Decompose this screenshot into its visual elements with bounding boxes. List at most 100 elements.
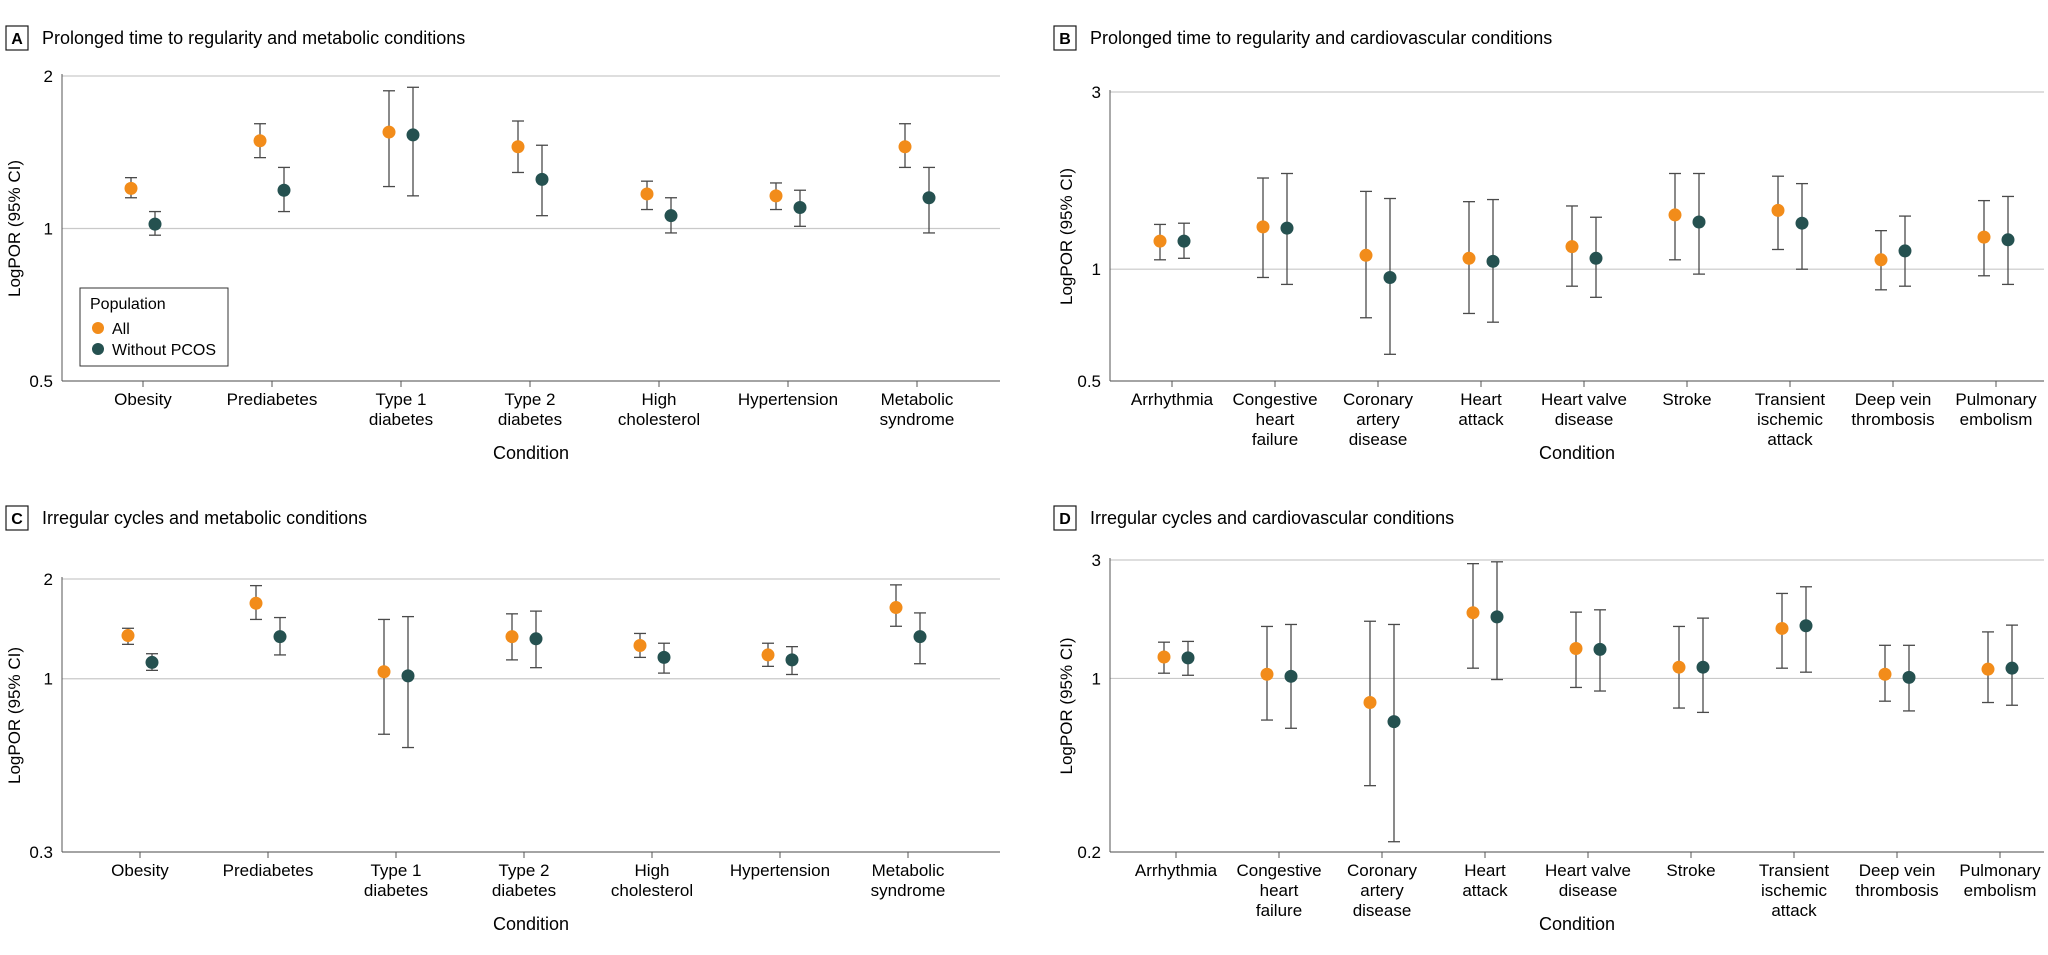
panel-a-all-type-2-diabetes-point: [511, 140, 525, 154]
panel-c-xtick-label-type-1-diabetes-line-1: diabetes: [364, 881, 428, 900]
panel-a-all-hypertension-point: [769, 189, 783, 203]
panel-c-letter: C: [11, 511, 23, 528]
panel-a: A Prolonged time to regularity and metab…: [5, 25, 1000, 463]
panel-b-without-pcos-arrhythmia-point: [1177, 234, 1191, 248]
panel-d-xtick-label-heart-valve-disease-line-0: Heart valve: [1545, 861, 1631, 880]
panel-a-without-pcos-type-1-diabetes-point: [406, 128, 420, 142]
panel-b-all-stroke-point: [1668, 208, 1682, 222]
panel-a-ytick-2: 2: [44, 67, 53, 86]
panel-a-xtick-label-metabolic-syndrome-line-0: Metabolic: [881, 390, 954, 409]
panel-b-xtick-label-transient-ischemic-attack-line-2: attack: [1767, 430, 1813, 449]
panel-d-xtick-label-pulmonary-embolism-line-1: embolism: [1964, 881, 2037, 900]
panel-b-xtick-label-coronary-artery-disease-line-0: Coronary: [1343, 390, 1413, 409]
panel-c-ytick-0-3: 0.3: [29, 843, 53, 862]
panel-b-all-deep-vein-thrombosis-point: [1874, 253, 1888, 267]
panel-d-xtick-label-coronary-artery-disease-line-0: Coronary: [1347, 861, 1417, 880]
panel-d-all-pulmonary-embolism-point: [1981, 662, 1995, 676]
panel-a-xtick-label-type-1-diabetes-line-0: Type 1: [375, 390, 426, 409]
panel-a-all-obesity-point: [124, 181, 138, 195]
panel-a-xtick-label-type-1-diabetes-line-1: diabetes: [369, 410, 433, 429]
panel-d-ytick-1: 1: [1092, 669, 1101, 688]
panel-b-xtick-label-congestive-heart-failure-line-0: Congestive: [1232, 390, 1317, 409]
panel-a-all-high-cholesterol-point: [640, 187, 654, 201]
panel-b-xtick-label-deep-vein-thrombosis-line-1: thrombosis: [1851, 410, 1934, 429]
panel-b-letter-box: [1053, 25, 1077, 51]
panel-a-xtick-label-metabolic-syndrome-line-1: syndrome: [880, 410, 955, 429]
panel-b-all-arrhythmia-point: [1153, 234, 1167, 248]
panel-d-xtick-label-coronary-artery-disease-line-1: artery: [1360, 881, 1404, 900]
panel-a-xlabel: Condition: [493, 443, 569, 463]
panel-c-xtick-label-obesity-line-0: Obesity: [111, 861, 169, 880]
panel-b-without-pcos-stroke-point: [1692, 215, 1706, 229]
panel-c-xtick-label-prediabetes-line-0: Prediabetes: [223, 861, 314, 880]
panel-d-without-pcos-pulmonary-embolism-point: [2005, 661, 2019, 675]
panel-b-xtick-label-arrhythmia-line-0: Arrhythmia: [1131, 390, 1214, 409]
panel-c: C Irregular cycles and metabolic conditi…: [5, 505, 1000, 934]
panel-d-letter-box: [1053, 505, 1077, 531]
panel-b-xtick-label-heart-attack-line-0: Heart: [1460, 390, 1502, 409]
panel-b-without-pcos-coronary-artery-disease-point: [1383, 270, 1397, 284]
panel-a-xtick-label-high-cholesterol-line-1: cholesterol: [618, 410, 700, 429]
panel-d-ytick-3: 3: [1092, 551, 1101, 570]
panel-a-xtick-label-high-cholesterol-line-0: High: [642, 390, 677, 409]
panel-a-all-prediabetes-point: [253, 134, 267, 148]
panel-d-without-pcos-heart-attack-point: [1490, 610, 1504, 624]
panel-d-without-pcos-deep-vein-thrombosis-point: [1902, 670, 1916, 684]
panel-d-without-pcos-transient-ischemic-attack-point: [1799, 619, 1813, 633]
panel-b-xtick-label-heart-valve-disease-line-1: disease: [1555, 410, 1614, 429]
panel-b-plot: 0.5 1 3 LogPOR (95% CI) Arrhythmia Congestive…: [1057, 83, 2044, 463]
panel-b-xtick-label-congestive-heart-failure-line-2: failure: [1252, 430, 1298, 449]
panel-c-without-pcos-hypertension-point: [785, 653, 799, 667]
panel-a-all-type-1-diabetes-point: [382, 125, 396, 139]
panel-b: B Prolonged time to regularity and cardi…: [1053, 25, 2044, 463]
panel-b-ytick-0-5: 0.5: [1077, 372, 1101, 391]
panel-b-xtick-label-coronary-artery-disease-line-2: disease: [1349, 430, 1408, 449]
panel-c-without-pcos-high-cholesterol-point: [657, 650, 671, 664]
panel-d-all-arrhythmia-point: [1157, 650, 1171, 664]
panel-d-xtick-label-deep-vein-thrombosis-line-1: thrombosis: [1855, 881, 1938, 900]
panel-b-ytick-3: 3: [1092, 83, 1101, 102]
panel-c-ytick-2: 2: [44, 570, 53, 589]
panel-d-xlabel: Condition: [1539, 914, 1615, 934]
panel-d-xtick-label-transient-ischemic-attack-line-2: attack: [1771, 901, 1817, 920]
panel-c-xtick-label-metabolic-syndrome-line-1: syndrome: [871, 881, 946, 900]
panel-b-all-heart-attack-point: [1462, 251, 1476, 265]
panel-b-without-pcos-congestive-heart-failure-point: [1280, 221, 1294, 235]
panel-c-xtick-label-type-2-diabetes-line-0: Type 2: [498, 861, 549, 880]
panel-b-letter: B: [1059, 31, 1071, 48]
panel-c-without-pcos-metabolic-syndrome-point: [913, 630, 927, 644]
panel-d-xtick-label-heart-valve-disease-line-1: disease: [1559, 881, 1618, 900]
panel-c-title: Irregular cycles and metabolic condition…: [42, 508, 367, 528]
panel-c-xtick-label-high-cholesterol-line-0: High: [635, 861, 670, 880]
panel-c-plot: 0.3 1 2 LogPOR (95% CI) Obesity Prediabetes Ty…: [5, 570, 1000, 934]
panel-d-without-pcos-coronary-artery-disease-point: [1387, 715, 1401, 729]
panel-a-legend-label-without-pcos: Without PCOS: [112, 342, 216, 359]
panel-b-xtick-label-pulmonary-embolism-line-1: embolism: [1960, 410, 2033, 429]
panel-b-without-pcos-deep-vein-thrombosis-point: [1898, 244, 1912, 258]
panel-d-xtick-label-heart-attack-line-1: attack: [1462, 881, 1508, 900]
panel-a-xtick-label-obesity-line-0: Obesity: [114, 390, 172, 409]
panel-a-ylabel: LogPOR (95% CI): [5, 160, 24, 297]
panel-a-legend: [79, 287, 229, 367]
panel-c-xtick-label-hypertension-line-0: Hypertension: [730, 861, 830, 880]
panel-b-ytick-1: 1: [1092, 260, 1101, 279]
panel-b-without-pcos-heart-attack-point: [1486, 254, 1500, 268]
panel-a-xtick-label-type-2-diabetes-line-0: Type 2: [504, 390, 555, 409]
panel-a-xtick-label-type-2-diabetes-line-1: diabetes: [498, 410, 562, 429]
panel-b-without-pcos-heart-valve-disease-point: [1589, 251, 1603, 265]
panel-c-all-type-1-diabetes-point: [377, 665, 391, 679]
panel-d-xtick-label-congestive-heart-failure-line-1: heart: [1260, 881, 1299, 900]
panel-d-all-deep-vein-thrombosis-point: [1878, 667, 1892, 681]
panel-a-legend-swatch-without-pcos: [92, 343, 104, 355]
panel-b-title: Prolonged time to regularity and cardiov…: [1090, 28, 1552, 48]
panel-d-letter: D: [1059, 511, 1071, 528]
panel-c-all-obesity-point: [121, 629, 135, 643]
panel-b-without-pcos-pulmonary-embolism-point: [2001, 233, 2015, 247]
panel-a-xtick-label-hypertension-line-0: Hypertension: [738, 390, 838, 409]
panel-d-all-heart-valve-disease-point: [1569, 642, 1583, 656]
panel-d-title: Irregular cycles and cardiovascular cond…: [1090, 508, 1454, 528]
panel-c-without-pcos-type-2-diabetes-point: [529, 632, 543, 646]
panel-b-all-heart-valve-disease-point: [1565, 240, 1579, 254]
panel-b-without-pcos-transient-ischemic-attack-point: [1795, 216, 1809, 230]
